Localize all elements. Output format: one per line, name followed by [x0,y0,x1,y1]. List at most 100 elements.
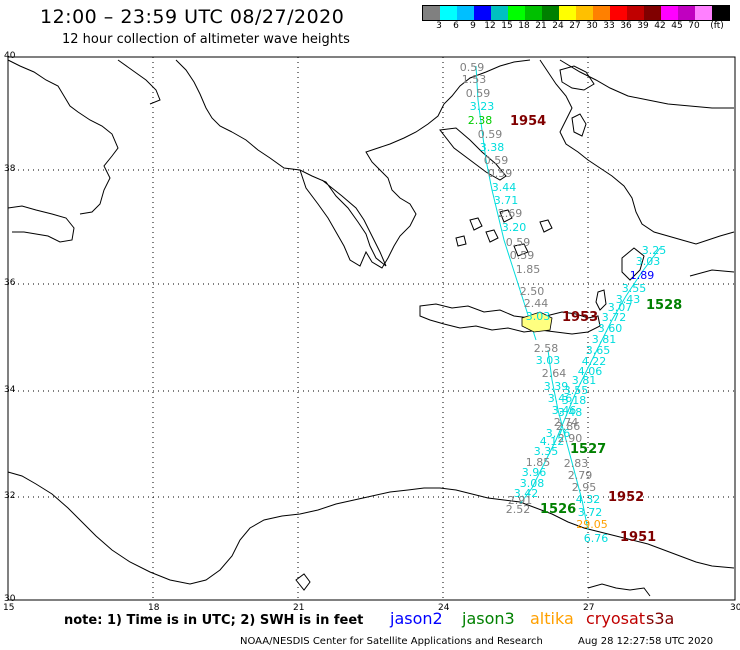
track-cryosat-south [547,349,589,531]
wave-height-value: 0.59 [459,61,485,74]
wave-height-value: 3.38 [479,141,505,154]
map-title: 12:00 – 23:59 UTC 08/27/2020 [40,6,345,28]
units-note: note: 1) Time is in UTC; 2) SWH is in fe… [64,613,364,628]
wave-height-value: 3.71 [493,194,519,207]
wave-height-value: 3.08 [519,477,545,490]
scale-swatch [559,6,576,20]
scale-label: 12 [484,21,496,31]
wave-height-value: 3.81 [571,374,597,387]
wave-height-value: 2.86 [555,420,581,433]
island-chios [571,113,587,137]
longitude-label: 30 [730,603,740,613]
island-lesvos [559,65,595,91]
wave-height-value: 2.38 [467,114,493,127]
coast-turkey [539,59,735,245]
satellite-tracks [475,65,661,531]
wave-height-value: 0.59 [465,87,491,100]
scale-swatch [423,6,440,20]
wave-height-value: 2.44 [523,297,549,310]
wave-height-value: 3.96 [521,466,547,479]
credit-text: NOAA/NESDIS Center for Satellite Applica… [240,636,543,647]
scale-swatch [525,6,542,20]
wave-height-value: 3.20 [501,221,527,234]
wave-height-value: 2.52 [505,503,531,516]
scale-label: 39 [637,21,649,31]
wave-height-value: 4.06 [577,365,603,378]
wave-height-value: 2.90 [557,432,583,445]
wave-height-value: 1.85 [525,456,551,469]
island-karpathos [595,289,607,311]
legend-jason2: jason2 [390,609,443,628]
coastlines [7,59,735,597]
wave-height-value: 3.65 [585,344,611,357]
wave-height-value: 4.22 [581,355,607,368]
wave-height-value: 2.91 [507,494,533,507]
scale-swatch [508,6,525,20]
wave-height-value: 2.64 [541,367,567,380]
wave-height-value: 3.07 [607,301,633,314]
legend-altika: altika [530,609,574,628]
scale-label: 27 [569,21,581,31]
wave-height-value: 3.55 [621,282,647,295]
longitude-label: 15 [3,603,15,613]
island-cyclades-3 [499,209,513,223]
coast-turkey-north [559,59,734,109]
wave-height-value: 1.89 [629,269,655,282]
track-id: 1526 [540,502,577,517]
track-id: 1952 [608,490,645,505]
wave-height-value: 3.46 [551,404,577,417]
track-id: 1951 [620,530,657,545]
island-euboea [439,127,507,181]
wave-height-value: 3.18 [561,394,587,407]
track-id: 1953 [562,310,599,325]
track-id: 1527 [570,442,607,457]
scale-label: 30 [586,21,598,31]
island-cyclades-2 [485,229,499,243]
wave-height-value: 0.59 [487,167,513,180]
latitude-label: 38 [4,164,16,174]
latitude-label: 40 [4,51,16,61]
coast-libya [7,471,735,585]
graticule [8,57,735,600]
track-id: 1954 [510,114,547,129]
scale-label: 33 [603,21,615,31]
scale-label: 18 [518,21,530,31]
island-crete [419,303,601,335]
wave-height-value: 1.85 [515,263,541,276]
track-cryosat-north [475,65,537,341]
wave-height-value: 3.81 [591,333,617,346]
wave-height-value: 3.44 [491,181,517,194]
wave-height-value: 4.12 [539,435,565,448]
legend-cryosat: cryosat [586,609,646,628]
scale-label: 45 [671,21,683,31]
scale-label: 70 [688,21,700,31]
wave-height-value: 2.83 [563,457,589,470]
coast-egypt-small [587,583,651,597]
wave-height-value: 3.39 [543,380,569,393]
scale-swatch [457,6,474,20]
scale-swatch [627,6,644,20]
wave-height-value: 2.74 [553,416,579,429]
wave-height-value: 0.59 [483,154,509,167]
island-cyprus-edge [689,269,735,277]
wave-height-value: 0.59 [477,128,503,141]
wave-height-value: 3.43 [615,293,641,306]
wave-height-value: 3.55 [563,384,589,397]
map-frame [7,56,736,601]
latitude-label: 32 [4,491,16,501]
island-cyclades-5 [455,235,467,247]
wave-height-value: 3.60 [597,322,623,335]
wave-height-value: 3.76 [545,427,571,440]
scale-label: 21 [535,21,547,31]
coast-italy-heel [117,59,161,105]
scale-swatch [491,6,508,20]
latitude-label: 30 [4,594,16,604]
wave-height-value: 2.95 [571,481,597,494]
latitude-label: 34 [4,385,16,395]
coast-peloponnese [299,59,531,269]
map-subtitle: 12 hour collection of altimeter wave hei… [62,32,350,47]
coast-albania [175,59,233,133]
scale-label: 24 [552,21,564,31]
scale-label: (ft) [710,21,724,31]
